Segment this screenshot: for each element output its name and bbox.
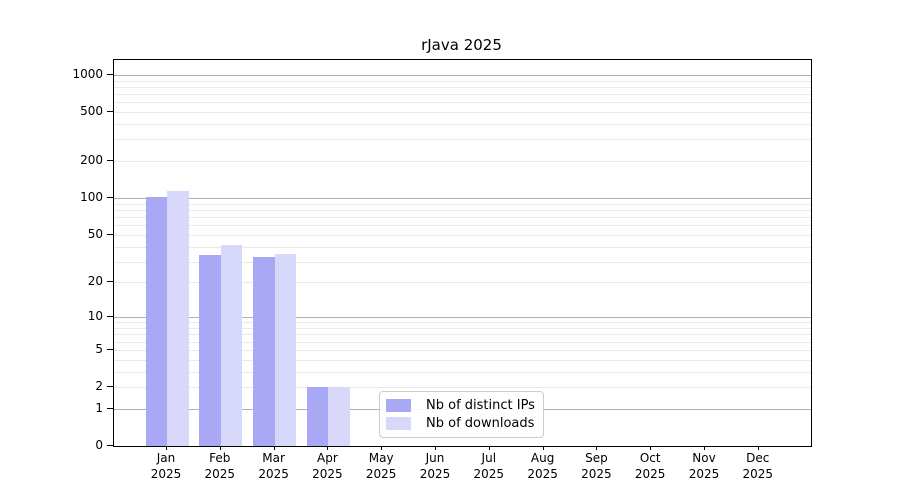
y-tick-mark xyxy=(107,233,113,235)
gridline-minor xyxy=(114,246,811,248)
gridline-minor xyxy=(114,261,811,263)
y-tick-label: 50 xyxy=(87,226,103,241)
y-tick-label: 20 xyxy=(87,274,103,289)
y-tick-label: 500 xyxy=(80,104,103,118)
bar-distinct-ips-mar xyxy=(253,256,275,446)
y-tick-label: 10 xyxy=(87,309,103,324)
x-tick-mark xyxy=(381,446,383,450)
gridline-minor xyxy=(114,209,811,211)
gridline-minor xyxy=(114,282,811,284)
gridline-minor xyxy=(114,225,811,227)
x-tick-label-dec: Dec 2025 xyxy=(742,451,774,481)
x-tick-mark xyxy=(327,446,329,450)
bar-downloads-apr xyxy=(328,387,350,446)
bar-distinct-ips-jan xyxy=(145,196,167,446)
gridline-minor xyxy=(114,86,811,88)
y-tick-label: 1000 xyxy=(72,66,103,81)
bar-distinct-ips-apr xyxy=(306,387,329,446)
gridline-major xyxy=(114,74,811,76)
legend-item-downloads: Nb of downloads xyxy=(386,416,535,431)
x-tick-label-aug: Aug 2025 xyxy=(527,451,558,481)
chart-title: rJava 2025 xyxy=(421,36,502,54)
bar-downloads-mar xyxy=(274,253,297,446)
x-tick-label-nov: Nov 2025 xyxy=(688,451,720,481)
gridline-minor xyxy=(114,217,811,218)
legend-label-downloads: Nb of downloads xyxy=(426,416,535,431)
y-tick-mark xyxy=(107,111,113,112)
y-tick-label: 2 xyxy=(95,379,103,393)
gridline-minor xyxy=(114,322,811,324)
gridline-minor xyxy=(114,124,811,125)
y-tick-mark xyxy=(107,348,113,350)
gridline-minor xyxy=(114,359,811,361)
gridline-major xyxy=(114,198,811,200)
x-tick-mark xyxy=(650,446,652,450)
gridline-minor xyxy=(114,371,811,373)
x-tick-label-may: May 2025 xyxy=(365,451,397,481)
plot-area xyxy=(113,59,812,447)
x-tick-mark xyxy=(488,446,490,450)
y-tick-mark xyxy=(107,407,113,409)
y-tick-label: 100 xyxy=(80,190,103,205)
gridline-minor xyxy=(114,349,811,351)
x-tick-mark xyxy=(757,446,759,450)
x-tick-label-apr: Apr 2025 xyxy=(312,451,343,481)
legend-item-distinct-ips: Nb of distinct IPs xyxy=(386,398,535,413)
bar-downloads-feb xyxy=(220,245,243,446)
gridline-minor xyxy=(114,387,811,388)
x-tick-mark xyxy=(704,446,705,450)
gridline-minor xyxy=(114,139,811,141)
x-tick-label-sep: Sep 2025 xyxy=(581,451,612,481)
x-tick-mark xyxy=(542,446,544,450)
y-tick-mark xyxy=(107,316,113,318)
gridline-minor xyxy=(114,328,811,329)
gridline-minor xyxy=(114,112,811,113)
x-tick-mark xyxy=(166,446,167,450)
y-tick-label: 0 xyxy=(95,438,103,452)
gridline-minor xyxy=(114,102,811,104)
y-tick-mark xyxy=(107,386,113,387)
y-tick-mark xyxy=(107,160,113,162)
y-tick-label: 1 xyxy=(95,400,103,415)
legend-label-distinct-ips: Nb of distinct IPs xyxy=(426,398,535,413)
gridline-minor xyxy=(114,94,811,95)
x-tick-label-feb: Feb 2025 xyxy=(204,451,236,481)
y-tick-label: 200 xyxy=(80,153,103,168)
bar-distinct-ips-feb xyxy=(199,255,221,446)
bar-downloads-jan xyxy=(167,190,189,446)
gridline-minor xyxy=(114,341,811,343)
x-tick-label-jul: Jul 2025 xyxy=(473,451,505,481)
y-tick-mark xyxy=(107,73,113,75)
gridline-minor xyxy=(114,203,811,205)
legend: Nb of distinct IPs Nb of downloads xyxy=(379,391,544,438)
y-tick-mark xyxy=(107,281,113,283)
x-tick-mark xyxy=(219,446,221,450)
y-tick-label: 5 xyxy=(95,341,103,356)
gridline-minor xyxy=(114,80,811,82)
x-tick-mark xyxy=(273,446,275,450)
x-tick-label-mar: Mar 2025 xyxy=(258,451,289,481)
x-tick-mark xyxy=(435,446,436,450)
gridline-minor xyxy=(114,234,811,236)
legend-swatch-distinct-ips xyxy=(386,399,411,412)
gridline-minor xyxy=(114,161,811,163)
x-tick-label-oct: Oct 2025 xyxy=(634,451,666,481)
legend-swatch-downloads xyxy=(386,417,411,430)
x-tick-mark xyxy=(596,446,598,450)
y-tick-mark xyxy=(107,197,113,199)
y-tick-mark xyxy=(107,445,113,446)
x-tick-label-jan: Jan 2025 xyxy=(150,451,182,481)
gridline-major xyxy=(114,317,811,319)
x-tick-label-jun: Jun 2025 xyxy=(419,451,451,481)
gridline-minor xyxy=(114,334,811,336)
